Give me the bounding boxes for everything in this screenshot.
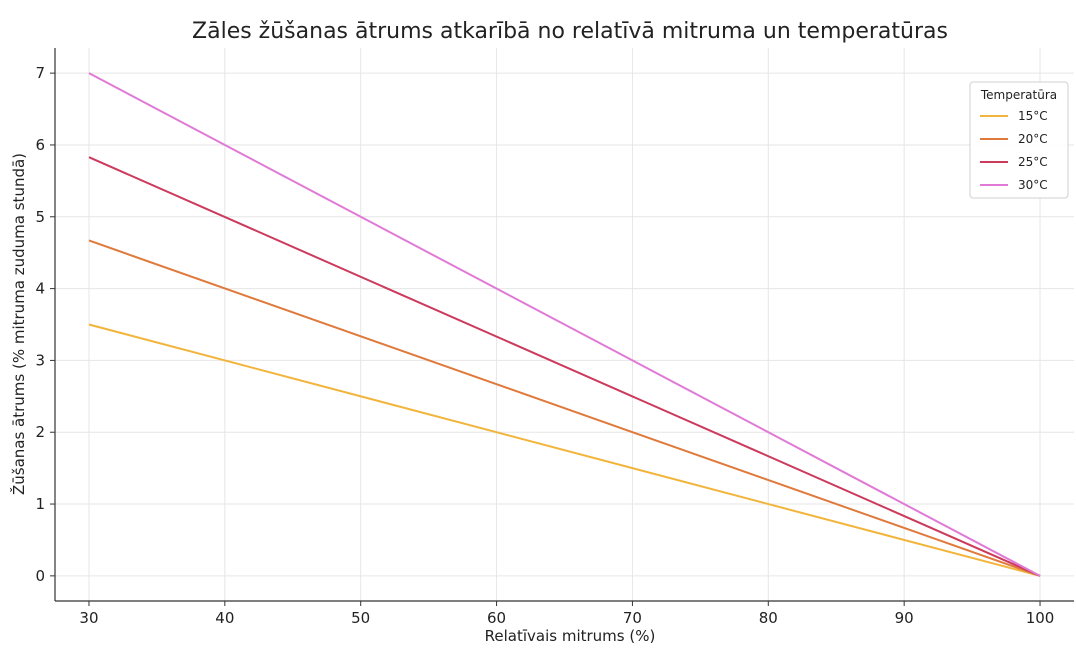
y-tick-label: 5 [35,208,45,226]
y-axis-label: Žūšanas ātrums (% mitruma zuduma stundā) [9,153,28,495]
legend-frame [969,81,1069,199]
legend-label: 25°C [1018,155,1048,169]
legend-label: 30°C [1018,178,1048,192]
series-line [88,72,1041,577]
legend-label: 15°C [1018,109,1048,123]
chart-title: Zāles žūšanas ātrums atkarībā no relatīv… [192,19,948,44]
y-tick-label: 6 [35,136,45,154]
x-tick-label: 80 [759,609,778,627]
y-tick-label: 2 [35,423,45,441]
x-axis-label: Relatīvais mitrums (%) [485,627,656,645]
x-tick-label: 50 [351,609,370,627]
x-tick-label: 90 [895,609,914,627]
x-tick-label: 40 [215,609,234,627]
y-tick-label: 1 [35,495,45,513]
y-tick-label: 7 [35,64,45,82]
series-line [88,239,1041,577]
legend-label: 20°C [1018,132,1048,146]
x-tick-label: 70 [623,609,642,627]
tick-labels: 30 40 50 60 70 80 90 100 0 1 2 3 4 5 6 7 [35,64,1054,627]
y-tick-label: 3 [35,351,45,369]
legend: Temperatūra 15°C 20°C 25°C 30°C [969,81,1069,199]
y-tick-label: 4 [35,280,45,298]
y-tick-label: 0 [35,567,45,585]
legend-title: Temperatūra [980,88,1057,102]
x-tick-label: 100 [1026,609,1055,627]
series-line [88,323,1041,577]
series-lines [88,72,1041,577]
x-tick-label: 30 [79,609,98,627]
x-tick-label: 60 [487,609,506,627]
series-line [88,156,1041,577]
